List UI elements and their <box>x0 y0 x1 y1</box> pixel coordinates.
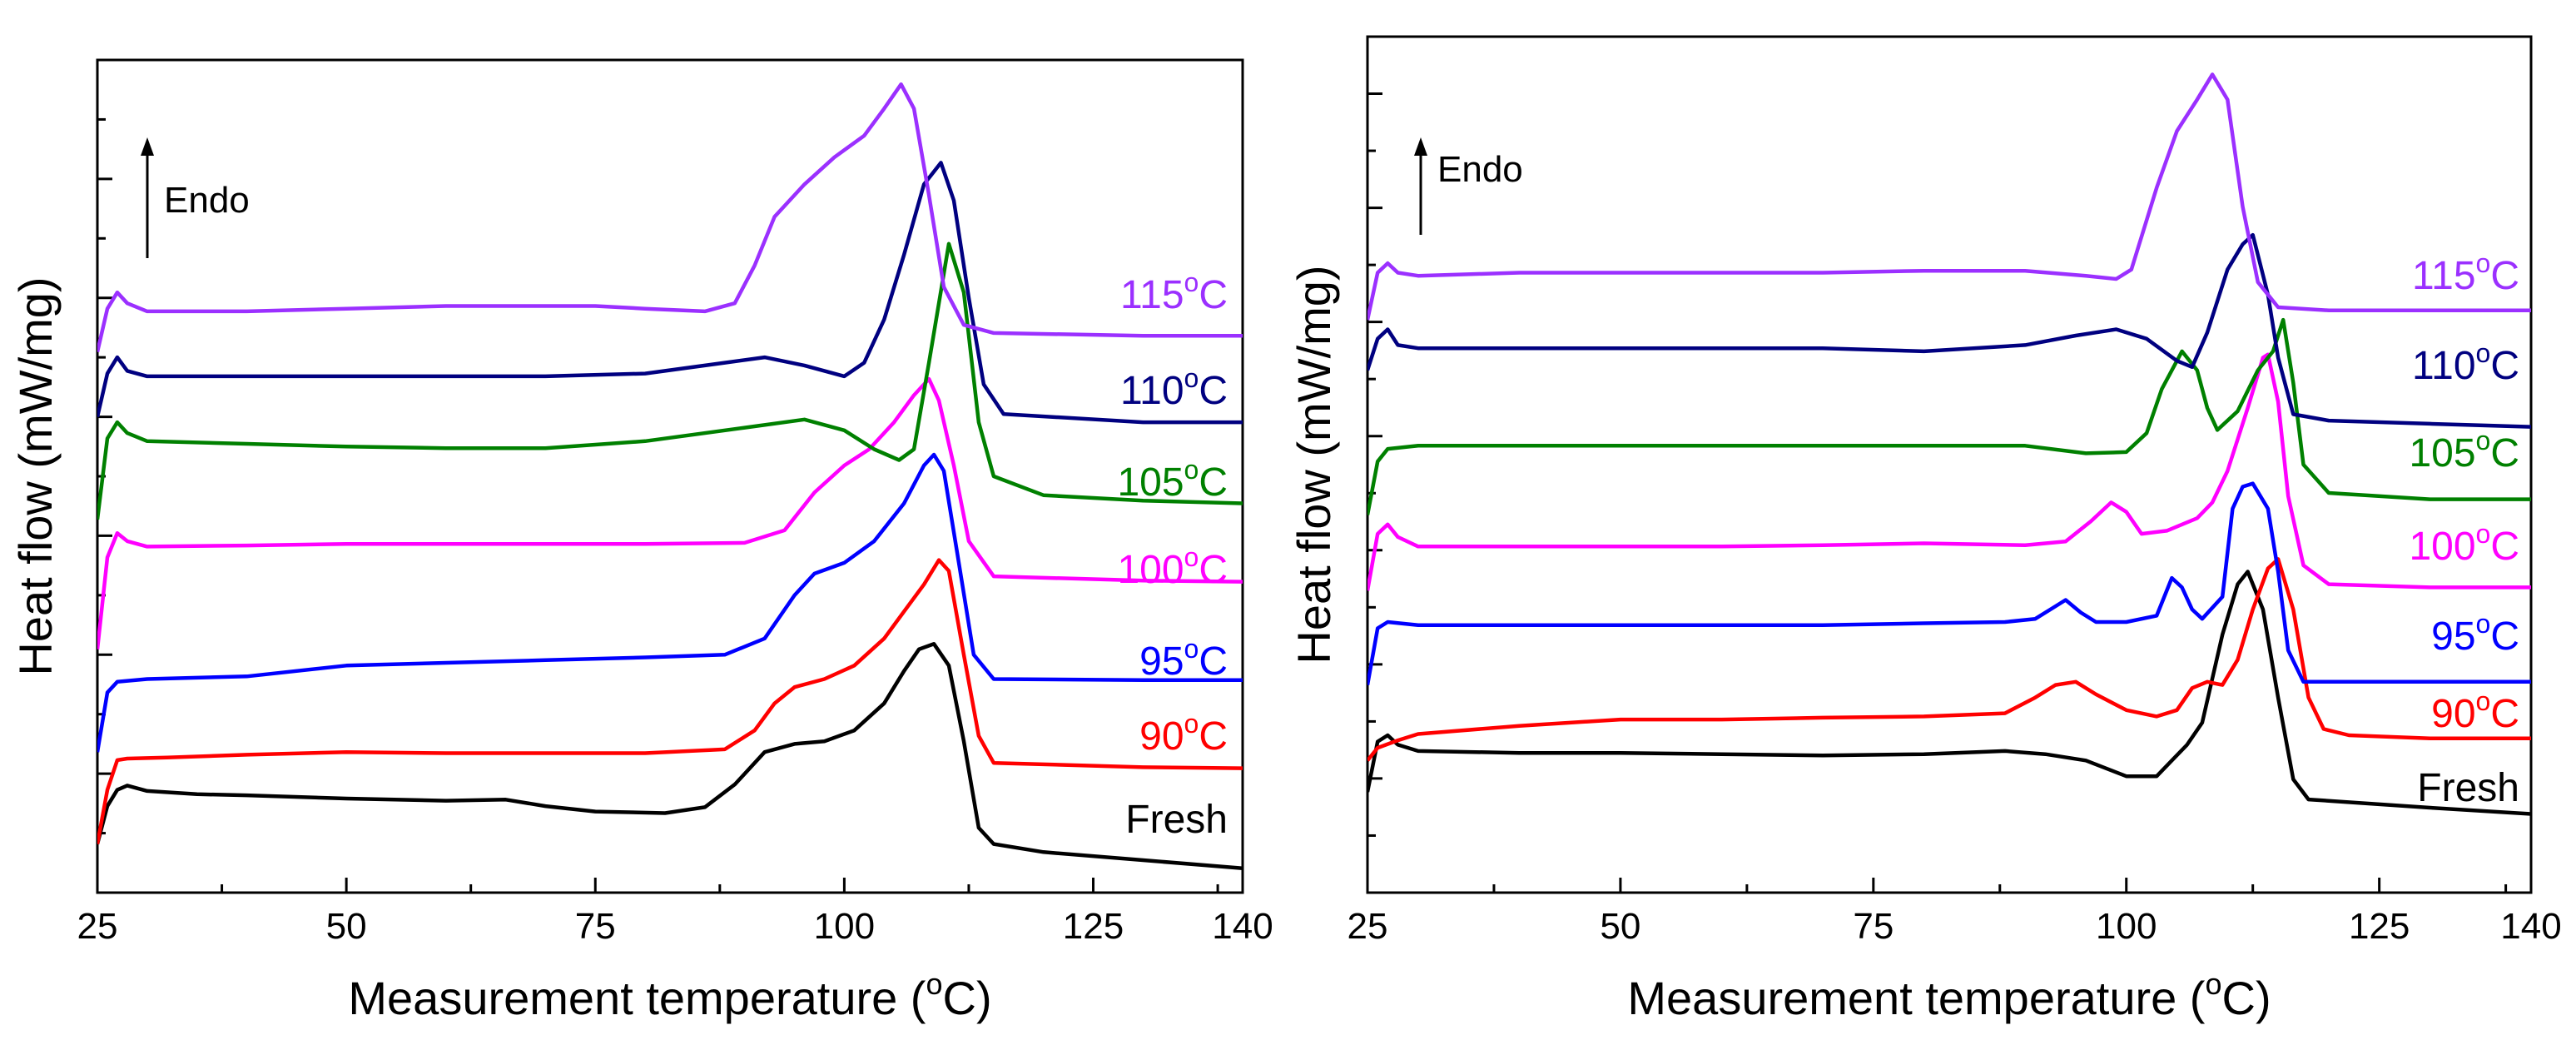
x-tick-label: 100 <box>814 906 875 947</box>
series-line-fresh <box>97 642 1243 871</box>
x-tick-label: 125 <box>2349 906 2410 947</box>
left-panel: 25 50 75 100 125 140 Measurement temperature (… <box>9 58 1273 1024</box>
endo-arrow-icon <box>1414 137 1427 156</box>
series-label: 110oC <box>1120 363 1228 413</box>
series-label: 105oC <box>2409 425 2519 475</box>
x-tick-label: 75 <box>1853 906 1894 947</box>
series-label: 100oC <box>2409 519 2519 569</box>
series-line-90c <box>1367 557 2531 762</box>
x-tick-label: 140 <box>1212 906 1273 947</box>
series-label: 115oC <box>1120 267 1228 317</box>
x-tick-label: 25 <box>77 906 118 947</box>
x-tick-label: 100 <box>2096 906 2157 947</box>
endo-annotation: Endo <box>164 180 250 221</box>
series-label: 105oC <box>1117 455 1228 505</box>
x-tick-label: 140 <box>2500 906 2561 947</box>
x-tick-label: 50 <box>326 906 367 947</box>
series-label: 100oC <box>1117 542 1228 592</box>
series-line-95c <box>1367 481 2531 685</box>
series-label: 90oC <box>2431 686 2519 736</box>
x-axis-title: Measurement temperature (oC) <box>1627 967 2271 1024</box>
series-line-105c <box>97 241 1243 520</box>
x-tick-label: 75 <box>575 906 616 947</box>
series-label: Fresh <box>1125 798 1228 842</box>
plot-frame <box>1366 35 2533 894</box>
right-panel: 25 50 75 100 125 140 Measurement temperature (… <box>1288 35 2562 1024</box>
x-axis-title: Measurement temperature (oC) <box>348 967 991 1024</box>
series-label: 95oC <box>1139 634 1228 684</box>
y-axis-title: Heat flow (mW/mg) <box>1288 265 1340 664</box>
series-line-115c <box>1367 72 2531 321</box>
series-line-105c <box>1367 317 2531 515</box>
series-label: 90oC <box>1139 709 1228 759</box>
series-label: 110oC <box>2412 338 2519 388</box>
series-line-100c <box>97 376 1243 650</box>
endo-annotation: Endo <box>1437 149 1523 190</box>
series-label: 115oC <box>2412 248 2519 298</box>
series-line-90c <box>97 558 1243 845</box>
series-line-110c <box>1367 232 2531 429</box>
series-line-115c <box>97 82 1243 353</box>
series-label: 95oC <box>2431 609 2519 659</box>
y-axis-title: Heat flow (mW/mg) <box>9 276 62 675</box>
series-line-100c <box>1367 352 2531 591</box>
x-tick-label: 25 <box>1348 906 1388 947</box>
series-line-fresh <box>1367 570 2531 816</box>
x-tick-label: 50 <box>1600 906 1640 947</box>
x-tick-label: 125 <box>1063 906 1124 947</box>
endo-arrow-icon <box>141 137 154 156</box>
series-line-110c <box>97 161 1243 425</box>
series-line-95c <box>97 452 1243 753</box>
series-label: Fresh <box>2417 766 2519 810</box>
